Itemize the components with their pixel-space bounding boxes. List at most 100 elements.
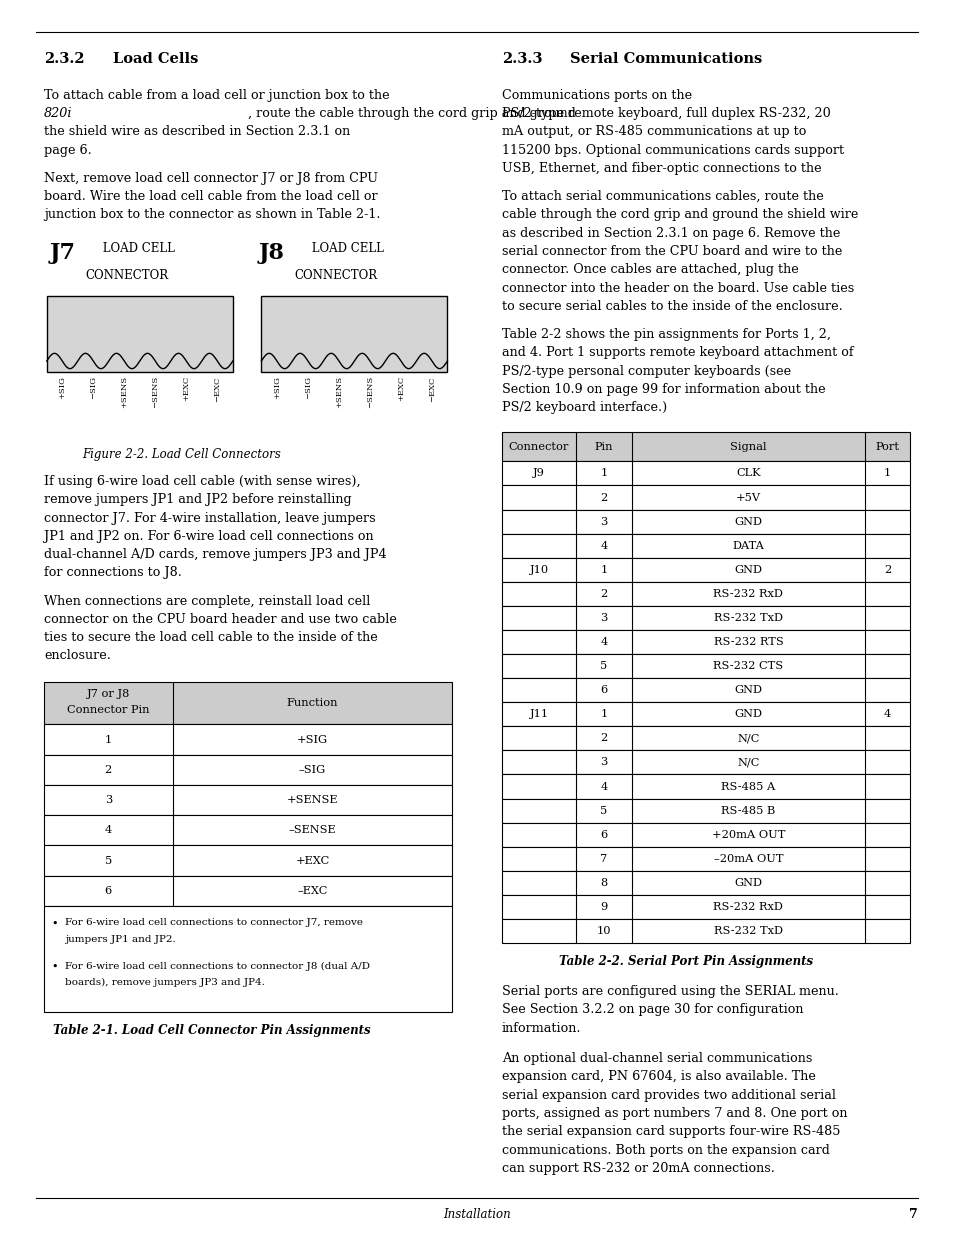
Text: Table 2-2. Serial Port Pin Assignments: Table 2-2. Serial Port Pin Assignments: [558, 956, 812, 968]
Text: −SIG: −SIG: [90, 377, 97, 399]
Text: +20mA OUT: +20mA OUT: [711, 830, 784, 840]
Text: GND: GND: [734, 685, 761, 695]
Text: J9: J9: [533, 468, 544, 478]
Text: J7: J7: [50, 242, 75, 263]
Text: 5: 5: [599, 805, 607, 815]
Text: connector J7. For 4-wire installation, leave jumpers: connector J7. For 4-wire installation, l…: [44, 511, 375, 525]
Bar: [44, 785, 452, 815]
Text: −SENS: −SENS: [152, 377, 159, 409]
Text: +EXC: +EXC: [295, 856, 329, 866]
Text: •: •: [51, 919, 58, 929]
Text: can support RS-232 or 20mA connections.: can support RS-232 or 20mA connections.: [501, 1162, 774, 1174]
Bar: [47, 296, 233, 373]
Text: GND: GND: [734, 564, 761, 574]
Text: 4: 4: [599, 541, 607, 551]
Text: LOAD CELL: LOAD CELL: [308, 242, 384, 254]
Text: An optional dual-channel serial communications: An optional dual-channel serial communic…: [501, 1052, 811, 1066]
Text: Table 2-2 shows the pin assignments for Ports 1, 2,: Table 2-2 shows the pin assignments for …: [501, 329, 830, 341]
Text: 6: 6: [105, 885, 112, 895]
Text: CLK: CLK: [736, 468, 760, 478]
Text: enclosure.: enclosure.: [44, 650, 111, 662]
Text: ties to secure the load cell cable to the inside of the: ties to secure the load cell cable to th…: [44, 631, 377, 645]
Text: boards), remove jumpers JP3 and JP4.: boards), remove jumpers JP3 and JP4.: [65, 978, 265, 987]
Bar: [501, 485, 909, 510]
Text: J8: J8: [258, 242, 284, 263]
Text: 9: 9: [599, 902, 607, 911]
Bar: [501, 895, 909, 919]
Text: –EXC: –EXC: [297, 885, 327, 895]
Bar: [261, 296, 447, 373]
Text: 4: 4: [599, 637, 607, 647]
Text: RS-232 RTS: RS-232 RTS: [713, 637, 782, 647]
Text: 6: 6: [599, 830, 607, 840]
Text: 3: 3: [599, 757, 607, 767]
Text: +EXC: +EXC: [182, 377, 190, 401]
Text: page 6.: page 6.: [44, 143, 91, 157]
Text: Figure 2-2. Load Cell Connectors: Figure 2-2. Load Cell Connectors: [82, 448, 280, 461]
Bar: [44, 755, 452, 785]
Bar: [501, 678, 909, 703]
Bar: [501, 462, 909, 485]
Text: +SIG: +SIG: [273, 377, 280, 399]
Text: 2: 2: [599, 493, 607, 503]
Text: CONNECTOR: CONNECTOR: [294, 269, 377, 282]
Text: RS-232 RxD: RS-232 RxD: [713, 589, 782, 599]
Text: −EXC: −EXC: [213, 377, 221, 401]
Text: 2.3.3: 2.3.3: [501, 52, 541, 65]
Text: –SIG: –SIG: [298, 764, 326, 774]
Text: 4: 4: [599, 782, 607, 792]
Text: Serial ports are configured using the SERIAL menu.: Serial ports are configured using the SE…: [501, 986, 838, 998]
Text: Pin: Pin: [594, 442, 613, 452]
Text: 3: 3: [599, 613, 607, 622]
Text: remove jumpers JP1 and JP2 before reinstalling: remove jumpers JP1 and JP2 before reinst…: [44, 493, 351, 506]
Text: N/C: N/C: [737, 757, 759, 767]
Text: Serial Communications: Serial Communications: [570, 52, 762, 65]
Text: Signal: Signal: [729, 442, 766, 452]
Bar: [501, 630, 909, 655]
Bar: [501, 432, 909, 462]
Text: 7: 7: [599, 853, 607, 863]
Text: Function: Function: [287, 699, 337, 709]
Text: Communications ports on the: Communications ports on the: [501, 89, 695, 103]
Text: Next, remove load cell connector J7 or J8 from CPU: Next, remove load cell connector J7 or J…: [44, 172, 377, 185]
Text: connector into the header on the board. Use cable ties: connector into the header on the board. …: [501, 282, 853, 295]
Text: 1: 1: [599, 709, 607, 719]
Text: serial connector from the CPU board and wire to the: serial connector from the CPU board and …: [501, 245, 841, 258]
Text: J10: J10: [529, 564, 548, 574]
Bar: [501, 726, 909, 751]
Text: 4: 4: [105, 825, 112, 835]
Text: mA output, or RS-485 communications at up to: mA output, or RS-485 communications at u…: [501, 126, 805, 138]
Text: 10: 10: [596, 926, 611, 936]
Text: 5: 5: [599, 661, 607, 671]
Text: LOAD CELL: LOAD CELL: [99, 242, 175, 254]
Text: +SENS: +SENS: [120, 377, 128, 409]
Text: –20mA OUT: –20mA OUT: [713, 853, 782, 863]
Text: 7: 7: [908, 1208, 917, 1221]
Text: Load Cells: Load Cells: [112, 52, 197, 65]
Text: 8: 8: [599, 878, 607, 888]
Text: connector. Once cables are attached, plug the: connector. Once cables are attached, plu…: [501, 263, 798, 277]
Text: board. Wire the load cell cable from the load cell or: board. Wire the load cell cable from the…: [44, 190, 377, 204]
Text: +SIG: +SIG: [296, 735, 328, 745]
Text: RS-232 RxD: RS-232 RxD: [713, 902, 782, 911]
Text: connector on the CPU board header and use two cable: connector on the CPU board header and us…: [44, 613, 396, 626]
Text: for connections to J8.: for connections to J8.: [44, 567, 182, 579]
Text: −SIG: −SIG: [304, 377, 312, 399]
Text: JP1 and JP2 on. For 6-wire load cell connections on: JP1 and JP2 on. For 6-wire load cell con…: [44, 530, 374, 543]
Text: GND: GND: [734, 516, 761, 526]
Text: –SENSE: –SENSE: [289, 825, 335, 835]
Text: 2: 2: [105, 764, 112, 774]
Text: −SENS: −SENS: [366, 377, 374, 409]
Text: the shield wire as described in Section 2.3.1 on: the shield wire as described in Section …: [44, 126, 350, 138]
Bar: [44, 846, 452, 876]
Text: +SENSE: +SENSE: [287, 795, 337, 805]
Text: Port: Port: [875, 442, 899, 452]
Text: 2: 2: [883, 564, 890, 574]
Text: 4: 4: [883, 709, 890, 719]
Text: GND: GND: [734, 709, 761, 719]
Bar: [501, 751, 909, 774]
Text: junction box to the connector as shown in Table 2-1.: junction box to the connector as shown i…: [44, 209, 380, 221]
Text: RS-232 TxD: RS-232 TxD: [713, 926, 782, 936]
Text: 1: 1: [599, 564, 607, 574]
Text: J11: J11: [529, 709, 548, 719]
